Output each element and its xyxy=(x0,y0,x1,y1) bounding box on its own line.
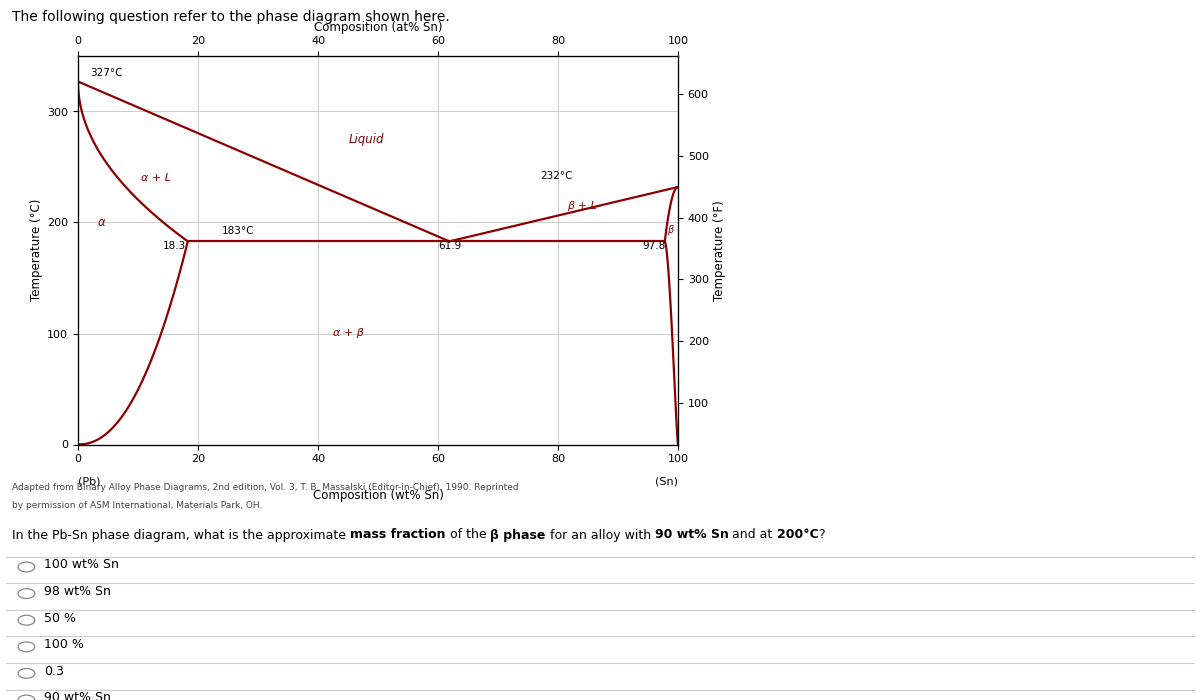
Text: and at: and at xyxy=(728,528,776,542)
Text: 327°C: 327°C xyxy=(90,68,122,78)
Text: 100 wt% Sn: 100 wt% Sn xyxy=(44,559,119,571)
Text: of the: of the xyxy=(445,528,490,542)
Text: $\beta$: $\beta$ xyxy=(667,223,676,237)
Y-axis label: Temperature (°C): Temperature (°C) xyxy=(30,199,43,302)
Text: for an alloy with: for an alloy with xyxy=(546,528,655,542)
Text: β phase: β phase xyxy=(490,528,546,542)
Text: mass fraction: mass fraction xyxy=(350,528,445,542)
Text: α: α xyxy=(98,216,106,229)
Text: 18.3: 18.3 xyxy=(162,241,186,251)
Text: 0.3: 0.3 xyxy=(44,665,65,678)
X-axis label: Composition (wt% Sn): Composition (wt% Sn) xyxy=(312,489,444,502)
Text: ?: ? xyxy=(818,528,826,542)
Y-axis label: Temperature (°F): Temperature (°F) xyxy=(713,200,726,300)
Text: 98 wt% Sn: 98 wt% Sn xyxy=(44,585,112,598)
Text: Adapted from Binary Alloy Phase Diagrams, 2nd edition, Vol. 3, T. B. Massalski (: Adapted from Binary Alloy Phase Diagrams… xyxy=(12,483,518,492)
Text: In the Pb-Sn phase diagram, what is the approximate: In the Pb-Sn phase diagram, what is the … xyxy=(12,528,350,542)
Text: 90 wt% Sn: 90 wt% Sn xyxy=(655,528,728,542)
Text: 200°C: 200°C xyxy=(776,528,818,542)
Text: 183°C: 183°C xyxy=(222,226,254,236)
Text: (Sn): (Sn) xyxy=(655,476,678,486)
Text: 97.8: 97.8 xyxy=(642,241,666,251)
Text: The following question refer to the phase diagram shown here.: The following question refer to the phas… xyxy=(12,10,450,25)
Text: 61.9: 61.9 xyxy=(438,241,461,251)
Text: α + L: α + L xyxy=(142,173,172,183)
Text: by permission of ASM International, Materials Park, OH.: by permission of ASM International, Mate… xyxy=(12,500,263,510)
Text: 50 %: 50 % xyxy=(44,612,77,624)
Text: α + β: α + β xyxy=(332,328,364,339)
Text: β + L: β + L xyxy=(568,201,596,211)
Text: 100 %: 100 % xyxy=(44,638,84,651)
Text: 90 wt% Sn: 90 wt% Sn xyxy=(44,692,112,700)
Text: (Pb): (Pb) xyxy=(78,476,101,486)
Text: Liquid: Liquid xyxy=(348,133,384,146)
Text: 232°C: 232°C xyxy=(540,172,572,181)
X-axis label: Composition (at% Sn): Composition (at% Sn) xyxy=(313,21,443,34)
